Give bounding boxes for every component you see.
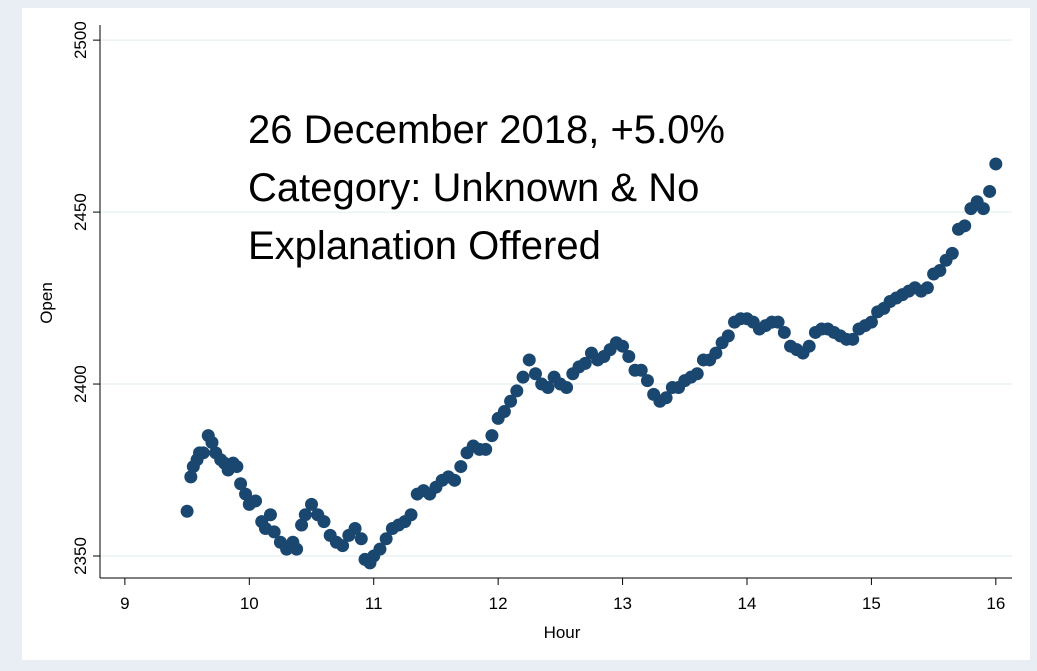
point — [298, 508, 312, 522]
point — [634, 363, 648, 377]
point — [348, 521, 362, 535]
point — [616, 339, 630, 353]
x-tick-label: 14 — [738, 594, 757, 613]
annotation: 26 December 2018, +5.0% — [248, 108, 725, 152]
point — [528, 367, 542, 381]
point — [721, 329, 735, 343]
x-tick-label: 15 — [862, 594, 881, 613]
point — [485, 429, 499, 443]
annotation: Explanation Offered — [248, 224, 601, 268]
point — [709, 346, 723, 360]
point — [379, 532, 393, 546]
x-tick-label: 12 — [489, 594, 508, 613]
y-axis-title: Open — [37, 282, 56, 324]
point — [864, 315, 878, 329]
point — [454, 460, 468, 474]
point — [989, 157, 1003, 171]
point — [622, 350, 636, 364]
point — [777, 325, 791, 339]
y-tick-label: 2450 — [71, 193, 90, 231]
point — [802, 339, 816, 353]
point — [659, 391, 673, 405]
point — [945, 246, 959, 260]
point — [578, 356, 592, 370]
x-tick-label: 9 — [120, 594, 129, 613]
point — [497, 405, 511, 419]
point — [510, 384, 524, 398]
point — [317, 515, 331, 529]
point — [504, 394, 518, 408]
point — [983, 184, 997, 198]
point — [479, 442, 493, 456]
point — [404, 508, 418, 522]
point — [290, 542, 304, 556]
annotation: Category: Unknown & No — [248, 166, 699, 210]
point — [373, 542, 387, 556]
point — [249, 494, 263, 508]
point — [640, 374, 654, 388]
point — [771, 315, 785, 329]
point — [267, 525, 281, 539]
point — [234, 477, 248, 491]
point — [295, 518, 309, 532]
point — [541, 380, 555, 394]
point — [690, 367, 704, 381]
point — [230, 460, 244, 474]
point — [196, 446, 210, 460]
point — [239, 487, 253, 501]
point — [354, 532, 368, 546]
y-tick-label: 2500 — [71, 21, 90, 59]
point — [976, 202, 990, 216]
point — [516, 370, 530, 384]
point — [560, 380, 574, 394]
point — [205, 436, 219, 450]
x-tick-label: 11 — [365, 594, 383, 613]
x-tick-label: 16 — [986, 594, 1005, 613]
panel — [22, 8, 1030, 660]
point — [180, 504, 194, 518]
x-axis-title: Hour — [544, 623, 581, 642]
point — [448, 473, 462, 487]
point — [958, 219, 972, 233]
point — [263, 508, 277, 522]
point — [336, 539, 350, 553]
point — [846, 332, 860, 346]
y-tick-label: 2400 — [71, 365, 90, 403]
point — [184, 470, 198, 484]
x-tick-label: 10 — [240, 594, 259, 613]
point — [920, 281, 934, 295]
point — [933, 264, 947, 278]
point — [305, 497, 319, 511]
y-tick-label: 2350 — [71, 537, 90, 575]
point — [522, 353, 536, 367]
x-tick-label: 13 — [613, 594, 632, 613]
